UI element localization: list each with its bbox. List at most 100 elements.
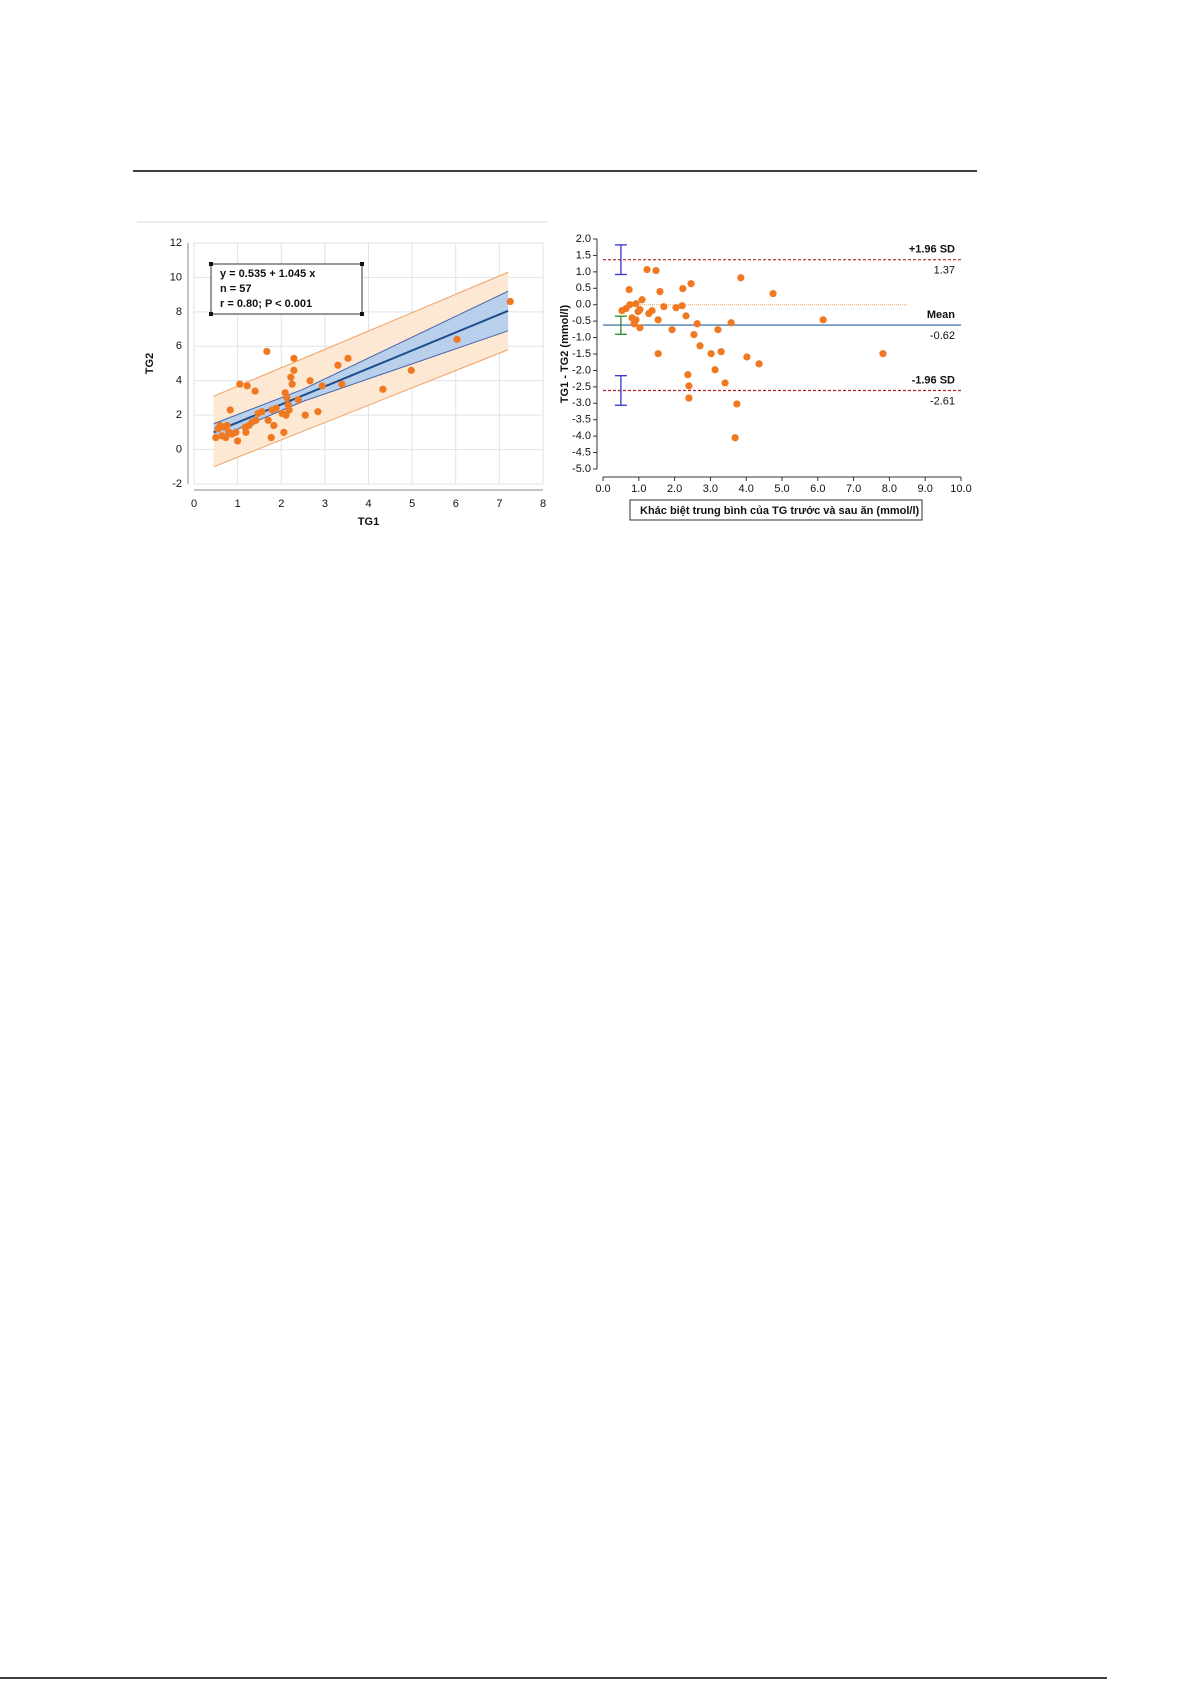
point: [632, 316, 640, 324]
point: [682, 312, 690, 320]
x-tick-label: 0.0: [595, 483, 610, 495]
y-tick-label: -2.5: [572, 381, 591, 393]
x-tick-label: 3: [322, 498, 328, 510]
point: [711, 366, 719, 374]
box-handle: [209, 312, 213, 316]
point: [654, 316, 662, 324]
point: [234, 437, 242, 445]
limit-name: -1.96 SD: [912, 374, 955, 386]
point: [672, 304, 680, 312]
point: [267, 433, 275, 442]
point: [690, 331, 698, 339]
point: [344, 354, 352, 362]
point: [287, 373, 295, 381]
y-tick-label: 12: [170, 237, 182, 249]
y-tick-label: -4.0: [572, 430, 591, 442]
point: [407, 366, 415, 374]
point: [707, 350, 715, 358]
y-tick-label: 2: [176, 409, 182, 421]
annotation: n = 57: [220, 283, 252, 295]
point: [652, 266, 660, 275]
y-axis-label: TG2: [144, 353, 156, 374]
point: [280, 428, 288, 436]
point: [737, 274, 745, 282]
point: [714, 326, 722, 334]
band-edge: [213, 290, 509, 425]
point: [684, 371, 692, 379]
x-tick-label: 8: [540, 498, 546, 510]
point: [638, 296, 646, 304]
point: [743, 353, 751, 361]
x-tick-label: 8.0: [882, 483, 897, 495]
y-tick-label: -3.0: [572, 397, 591, 409]
point: [290, 354, 298, 362]
point: [252, 416, 260, 424]
point: [283, 394, 291, 402]
point: [636, 306, 644, 314]
point: [660, 303, 668, 311]
y-tick-label: 0.0: [576, 299, 591, 311]
point: [679, 285, 687, 293]
x-tick-label: 3.0: [703, 483, 718, 495]
point: [338, 380, 346, 388]
y-axis-label: TG1 - TG2 (mmol/l): [559, 304, 571, 403]
band-edge: [213, 271, 509, 397]
y-tick-label: 4: [176, 375, 182, 387]
x-tick-label: 5.0: [774, 483, 789, 495]
limit-value: -2.61: [930, 395, 955, 407]
y-tick-label: 8: [176, 306, 182, 318]
point: [334, 361, 342, 369]
point: [254, 409, 262, 418]
point: [727, 319, 735, 327]
point: [272, 404, 280, 412]
band-edge: [213, 349, 509, 468]
limit-name: Mean: [927, 309, 955, 321]
point: [717, 348, 725, 356]
x-tick-label: 1: [235, 498, 241, 510]
point: [656, 287, 664, 296]
point: [241, 423, 249, 431]
x-tick-label: 10.0: [950, 483, 971, 495]
point: [733, 400, 741, 408]
point: [251, 387, 259, 395]
annotation-box: [210, 263, 363, 315]
point: [288, 380, 296, 388]
x-tick-label: 2: [278, 498, 284, 510]
point: [769, 289, 777, 298]
point: [654, 350, 662, 358]
y-tick-label: 0: [176, 443, 182, 455]
x-tick-label: 1.0: [631, 483, 646, 495]
y-tick-label: -1.0: [572, 331, 591, 343]
point: [270, 421, 278, 430]
limit-value: 1.37: [934, 265, 955, 277]
limit-name: +1.96 SD: [909, 244, 955, 256]
point: [232, 428, 240, 436]
point: [212, 433, 220, 442]
y-tick-label: 6: [176, 340, 182, 352]
x-tick-label: 4.0: [739, 483, 754, 495]
point: [301, 411, 309, 419]
y-tick-label: 2.0: [576, 233, 591, 245]
point: [306, 377, 314, 385]
point: [648, 307, 656, 315]
point: [379, 385, 387, 393]
point: [626, 301, 634, 309]
y-tick-label: -2: [172, 478, 182, 490]
point: [263, 347, 271, 356]
point: [879, 350, 887, 358]
point: [643, 265, 651, 274]
point: [819, 316, 827, 324]
point: [290, 366, 298, 374]
x-tick-label: 6: [453, 498, 459, 510]
point: [318, 382, 326, 390]
point: [314, 408, 322, 416]
y-tick-label: 0.5: [576, 282, 591, 294]
point: [453, 335, 461, 343]
point: [755, 360, 763, 368]
point: [696, 342, 704, 350]
point: [294, 396, 302, 404]
x-tick-label: 9.0: [918, 483, 933, 495]
y-tick-label: -4.5: [572, 446, 591, 458]
limit-value: -0.62: [930, 330, 955, 342]
